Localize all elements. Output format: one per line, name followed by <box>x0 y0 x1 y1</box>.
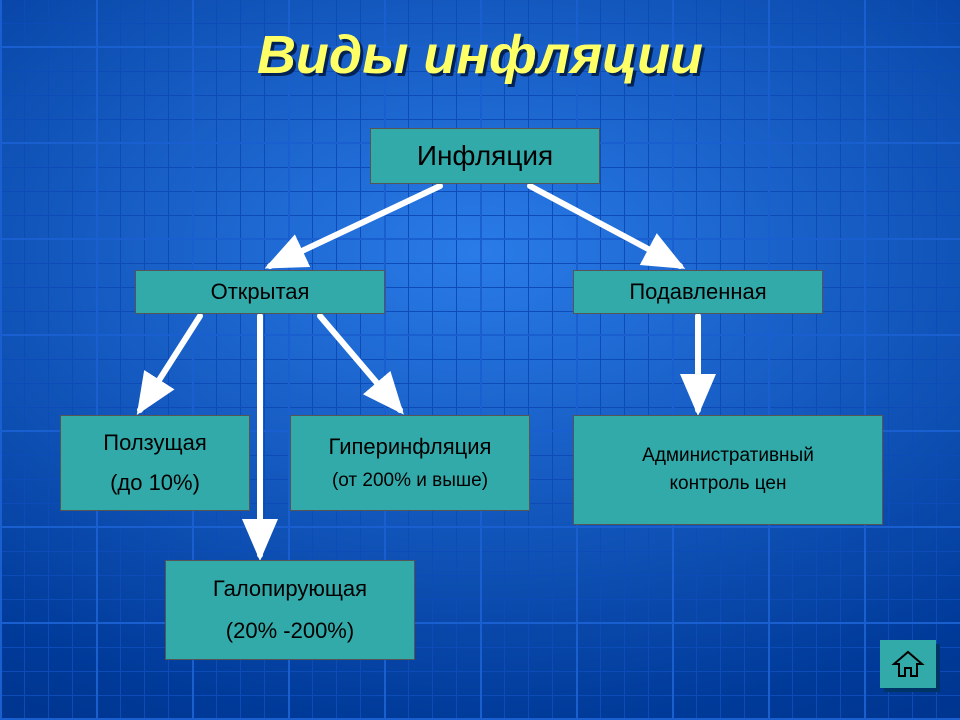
node-admin-label2: контроль цен <box>670 473 787 495</box>
node-admin-label1: Административный <box>642 445 814 467</box>
arrow-0 <box>270 186 440 266</box>
node-hyper-label1: Гиперинфляция <box>329 434 492 460</box>
node-gallop: Галопирующая (20% -200%) <box>165 560 415 660</box>
node-hyper: Гиперинфляция (от 200% и выше) <box>290 415 530 511</box>
node-creeping-label2: (до 10%) <box>110 470 200 496</box>
slide-stage: Виды инфляции Инфляция Открытая Подавленна… <box>0 0 960 720</box>
node-suppressed-label1: Подавленная <box>629 279 766 305</box>
node-gallop-label2: (20% -200%) <box>226 618 354 644</box>
arrow-1 <box>530 186 680 266</box>
node-creeping: Ползущая (до 10%) <box>60 415 250 511</box>
node-root-label1: Инфляция <box>417 140 553 172</box>
home-button[interactable] <box>880 640 936 688</box>
arrow-layer <box>0 0 960 720</box>
node-gallop-label1: Галопирующая <box>213 576 367 602</box>
node-suppressed: Подавленная <box>573 270 823 314</box>
home-icon <box>891 650 925 678</box>
node-open-label1: Открытая <box>211 279 310 305</box>
node-creeping-label1: Ползущая <box>103 430 207 456</box>
node-open: Открытая <box>135 270 385 314</box>
slide-title: Виды инфляции <box>0 24 960 86</box>
node-hyper-label2: (от 200% и выше) <box>332 470 488 492</box>
node-root: Инфляция <box>370 128 600 184</box>
node-admin: Административный контроль цен <box>573 415 883 525</box>
arrow-4 <box>320 316 400 410</box>
arrow-2 <box>140 316 200 410</box>
